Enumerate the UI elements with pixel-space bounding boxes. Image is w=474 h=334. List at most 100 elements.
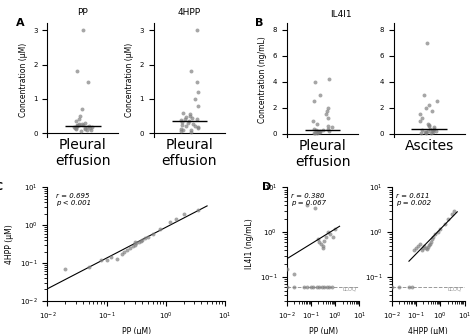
Point: [319, 128, 327, 133]
Point: [318, 285, 326, 290]
Point: [424, 244, 431, 249]
Point: [422, 130, 429, 135]
Point: [433, 128, 440, 134]
Point: [129, 243, 137, 249]
Point: [427, 239, 435, 245]
Point: [424, 40, 431, 45]
Point: [156, 226, 164, 231]
Point: [429, 129, 437, 134]
Text: LLOQ: LLOQ: [343, 286, 357, 291]
Point: [300, 285, 308, 290]
X-axis label: PP (μM): PP (μM): [309, 327, 338, 334]
Point: [73, 123, 81, 128]
Point: [448, 212, 456, 217]
Point: [73, 123, 81, 128]
Point: [85, 264, 92, 269]
Point: [81, 120, 89, 126]
X-axis label: PP (μM): PP (μM): [122, 327, 151, 334]
Point: [326, 76, 333, 82]
Point: [79, 28, 87, 33]
Title: 4HPP: 4HPP: [178, 8, 201, 17]
Point: [425, 103, 433, 108]
Point: [429, 234, 437, 239]
Point: [427, 126, 434, 131]
Point: [311, 205, 319, 210]
Point: [320, 238, 328, 243]
Point: [73, 69, 81, 74]
Point: [444, 216, 451, 221]
Point: [283, 285, 291, 290]
Point: [194, 124, 202, 130]
Point: [410, 247, 418, 253]
Point: [429, 127, 437, 133]
Point: [320, 285, 328, 290]
Point: [75, 121, 83, 126]
Point: [324, 230, 332, 235]
Point: [133, 241, 140, 246]
Point: [418, 116, 425, 121]
Point: [283, 267, 291, 272]
Point: [431, 232, 439, 237]
Text: D: D: [262, 182, 271, 192]
Point: [324, 105, 331, 111]
Point: [194, 89, 201, 95]
Point: [108, 255, 115, 260]
Point: [189, 121, 197, 126]
Point: [304, 203, 311, 208]
Point: [177, 126, 185, 132]
Point: [414, 243, 422, 248]
Point: [78, 122, 85, 127]
Point: [428, 108, 436, 113]
Point: [450, 208, 457, 213]
Point: [180, 110, 187, 115]
Point: [97, 257, 105, 263]
Point: [187, 69, 195, 74]
Point: [310, 118, 317, 124]
Point: [186, 112, 194, 117]
Point: [191, 96, 199, 102]
Text: r = 0.611
p = 0.002: r = 0.611 p = 0.002: [396, 193, 431, 206]
Point: [182, 114, 190, 119]
Text: B: B: [255, 18, 264, 28]
Text: IL4I1: IL4I1: [330, 10, 352, 19]
Point: [194, 103, 202, 108]
Point: [311, 131, 319, 136]
Point: [138, 237, 146, 243]
Point: [409, 285, 416, 290]
Y-axis label: Concentration (ng/mL): Concentration (ng/mL): [258, 37, 267, 123]
Point: [419, 245, 427, 250]
Point: [428, 131, 435, 136]
Point: [319, 243, 327, 248]
Point: [324, 127, 332, 132]
Point: [84, 79, 92, 85]
Point: [310, 130, 318, 135]
Title: PP: PP: [78, 8, 88, 17]
Point: [120, 249, 128, 254]
Point: [144, 234, 152, 239]
Point: [314, 129, 322, 134]
Point: [180, 211, 187, 216]
Point: [325, 285, 333, 290]
Point: [167, 219, 174, 225]
Point: [323, 112, 330, 117]
Point: [422, 130, 429, 136]
Point: [417, 241, 424, 246]
Point: [131, 240, 138, 245]
Point: [426, 242, 433, 248]
Point: [316, 128, 324, 134]
Point: [430, 125, 438, 130]
Point: [325, 116, 332, 121]
Y-axis label: Concentration (μM): Concentration (μM): [18, 43, 27, 117]
Point: [310, 126, 318, 131]
Y-axis label: IL4I1 (ng/mL): IL4I1 (ng/mL): [245, 219, 254, 270]
Point: [316, 239, 323, 245]
X-axis label: 4HPP (μM): 4HPP (μM): [409, 327, 448, 334]
Point: [72, 119, 80, 124]
Point: [412, 245, 420, 250]
Point: [317, 241, 325, 246]
Point: [191, 124, 199, 129]
Point: [81, 126, 89, 132]
Point: [324, 124, 331, 129]
Point: [137, 238, 145, 244]
Point: [437, 226, 444, 231]
